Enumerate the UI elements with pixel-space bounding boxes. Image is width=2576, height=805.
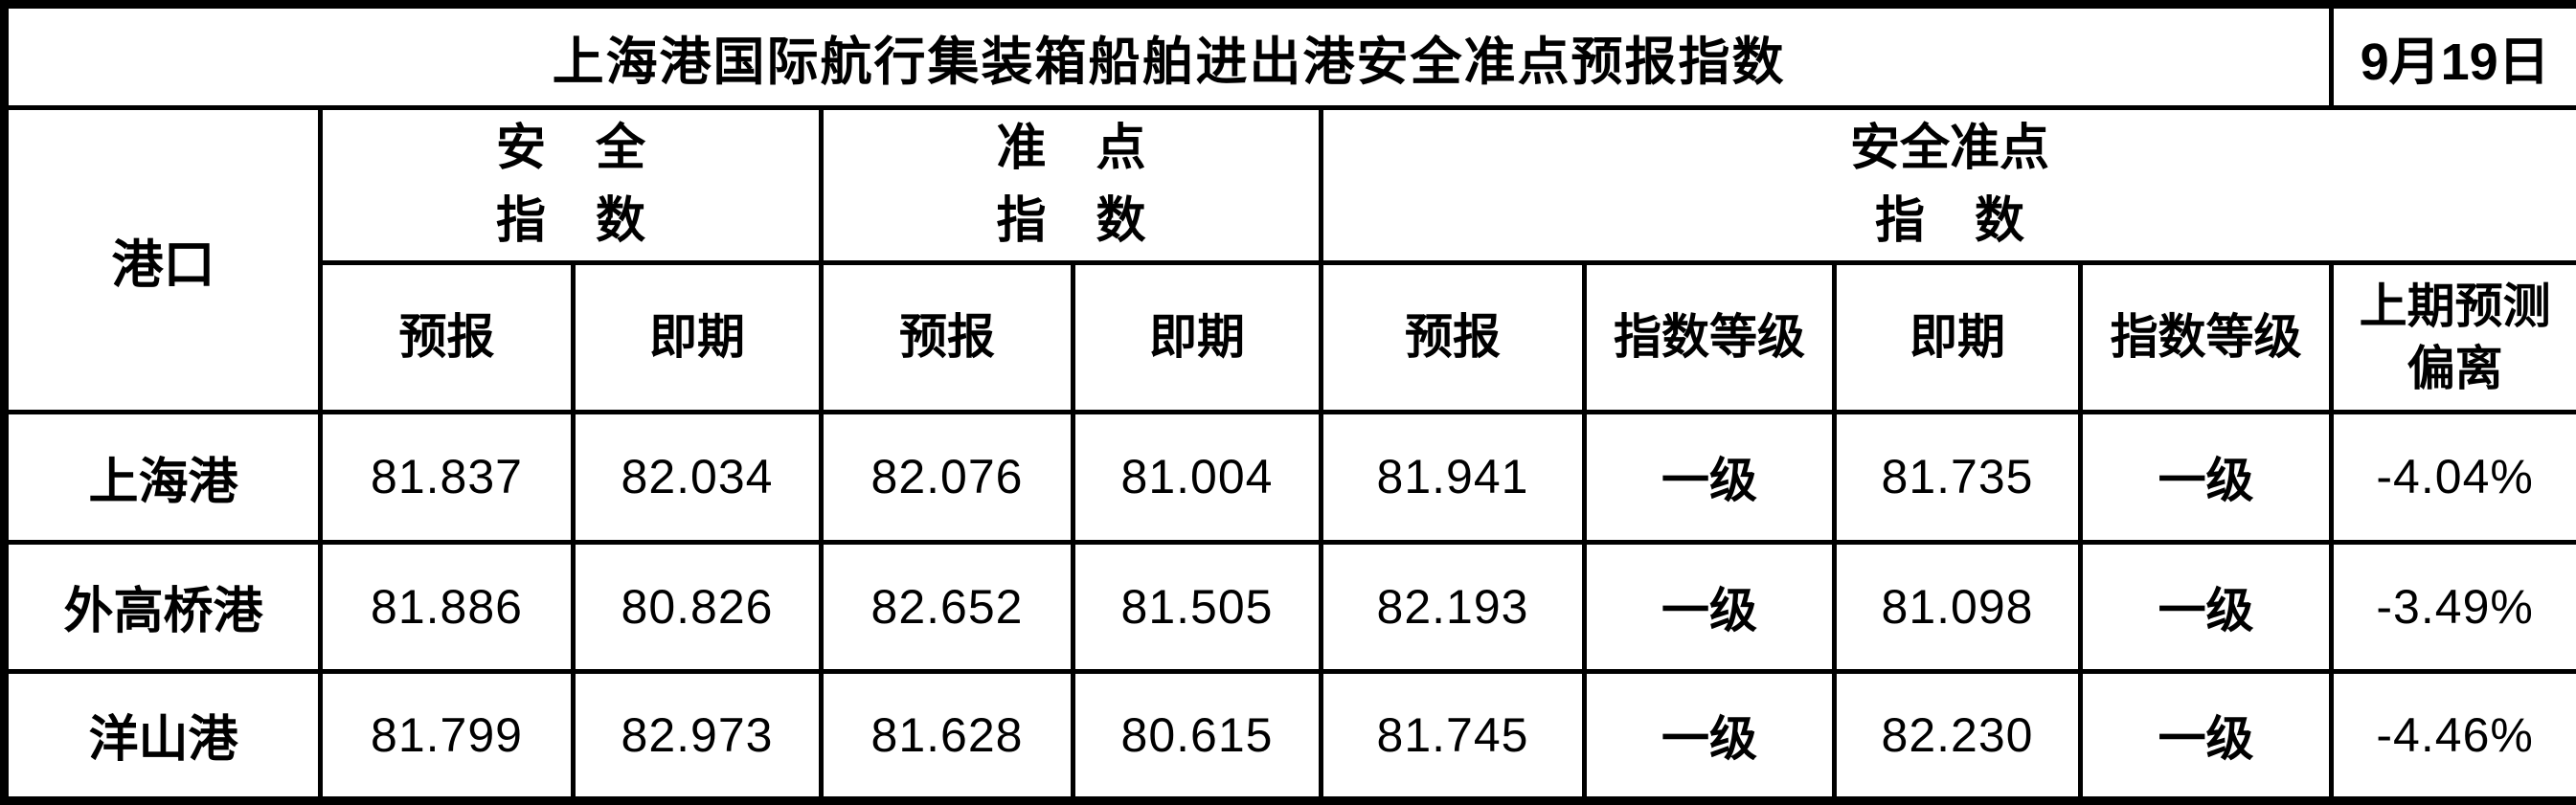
- deviation-cell: -4.46%: [2329, 668, 2576, 804]
- grade-cell: 一级: [1582, 668, 1837, 804]
- table-title: 上海港国际航行集装箱船舶进出港安全准点预报指数: [1, 1, 2335, 111]
- data-cell: 81.735: [1832, 410, 2083, 545]
- report-date: 9月19日: [2329, 1, 2576, 111]
- deviation-cell: -4.04%: [2329, 410, 2576, 545]
- port-name: 洋山港: [2, 668, 323, 804]
- data-cell: 82.193: [1319, 539, 1587, 674]
- data-cell: 80.826: [571, 539, 824, 674]
- subheader-punctuality-current: 即期: [1071, 260, 1323, 415]
- title-row: 上海港国际航行集装箱船舶进出港安全准点预报指数 9月19日: [1, 1, 2576, 111]
- subheader-safety-forecast: 预报: [318, 260, 576, 415]
- group-header-safety-punctuality-index: 安全准点 指 数: [1318, 105, 2576, 266]
- subheader-prev-forecast-deviation: 上期预测 偏离: [2329, 260, 2576, 415]
- subheader-safety-current: 即期: [571, 260, 824, 415]
- grade-cell: 一级: [1582, 539, 1837, 674]
- data-cell: 80.615: [1071, 668, 1323, 804]
- subheader-combined-forecast-grade: 指数等级: [1582, 260, 1837, 415]
- deviation-cell: -3.49%: [2329, 539, 2576, 674]
- grade-cell: 一级: [2077, 668, 2335, 804]
- data-cell: 82.076: [819, 410, 1075, 545]
- table-row-shanghai: 上海港 81.837 82.034 82.076 81.004 81.941 一…: [2, 410, 2576, 545]
- data-cell: 81.837: [318, 410, 576, 545]
- data-cell: 81.745: [1319, 668, 1587, 804]
- port-name: 上海港: [2, 410, 323, 545]
- table-row-waigaoqiao: 外高桥港 81.886 80.826 82.652 81.505 82.193 …: [2, 539, 2576, 674]
- data-cell: 81.628: [819, 668, 1075, 804]
- data-cell: 81.941: [1319, 410, 1587, 545]
- subheader-combined-forecast: 预报: [1319, 260, 1587, 415]
- data-cell: 82.034: [571, 410, 824, 545]
- data-cell: 81.004: [1071, 410, 1323, 545]
- group-header-punctuality-index: 准 点 指 数: [819, 105, 1323, 266]
- data-cell: 82.652: [819, 539, 1075, 674]
- grade-cell: 一级: [2077, 410, 2335, 545]
- group-header-safety-index: 安 全 指 数: [318, 105, 824, 266]
- group-header-row: 港口 安 全 指 数 准 点 指 数 安全准点 指 数: [2, 105, 2576, 415]
- grade-cell: 一级: [1582, 410, 1837, 545]
- data-cell: 82.973: [571, 668, 824, 804]
- sub-header-row: 预报 即期 预报 即期 预报 指数等级 即期 指数等级 上期预测 偏离: [5, 260, 2576, 415]
- data-cell: 81.505: [1071, 539, 1323, 674]
- table-row-yangshan: 洋山港 81.799 82.973 81.628 80.615 81.745 一…: [2, 668, 2576, 804]
- data-cell: 81.886: [318, 539, 576, 674]
- data-cell: 82.230: [1832, 668, 2083, 804]
- subheader-combined-current-grade: 指数等级: [2077, 260, 2335, 415]
- data-cell: 81.098: [1832, 539, 2083, 674]
- port-name: 外高桥港: [2, 539, 323, 674]
- subheader-punctuality-forecast: 预报: [819, 260, 1075, 415]
- data-cell: 81.799: [318, 668, 576, 804]
- subheader-combined-current: 即期: [1832, 260, 2083, 415]
- port-column-header: 港口: [2, 105, 323, 415]
- grade-cell: 一级: [2077, 539, 2335, 674]
